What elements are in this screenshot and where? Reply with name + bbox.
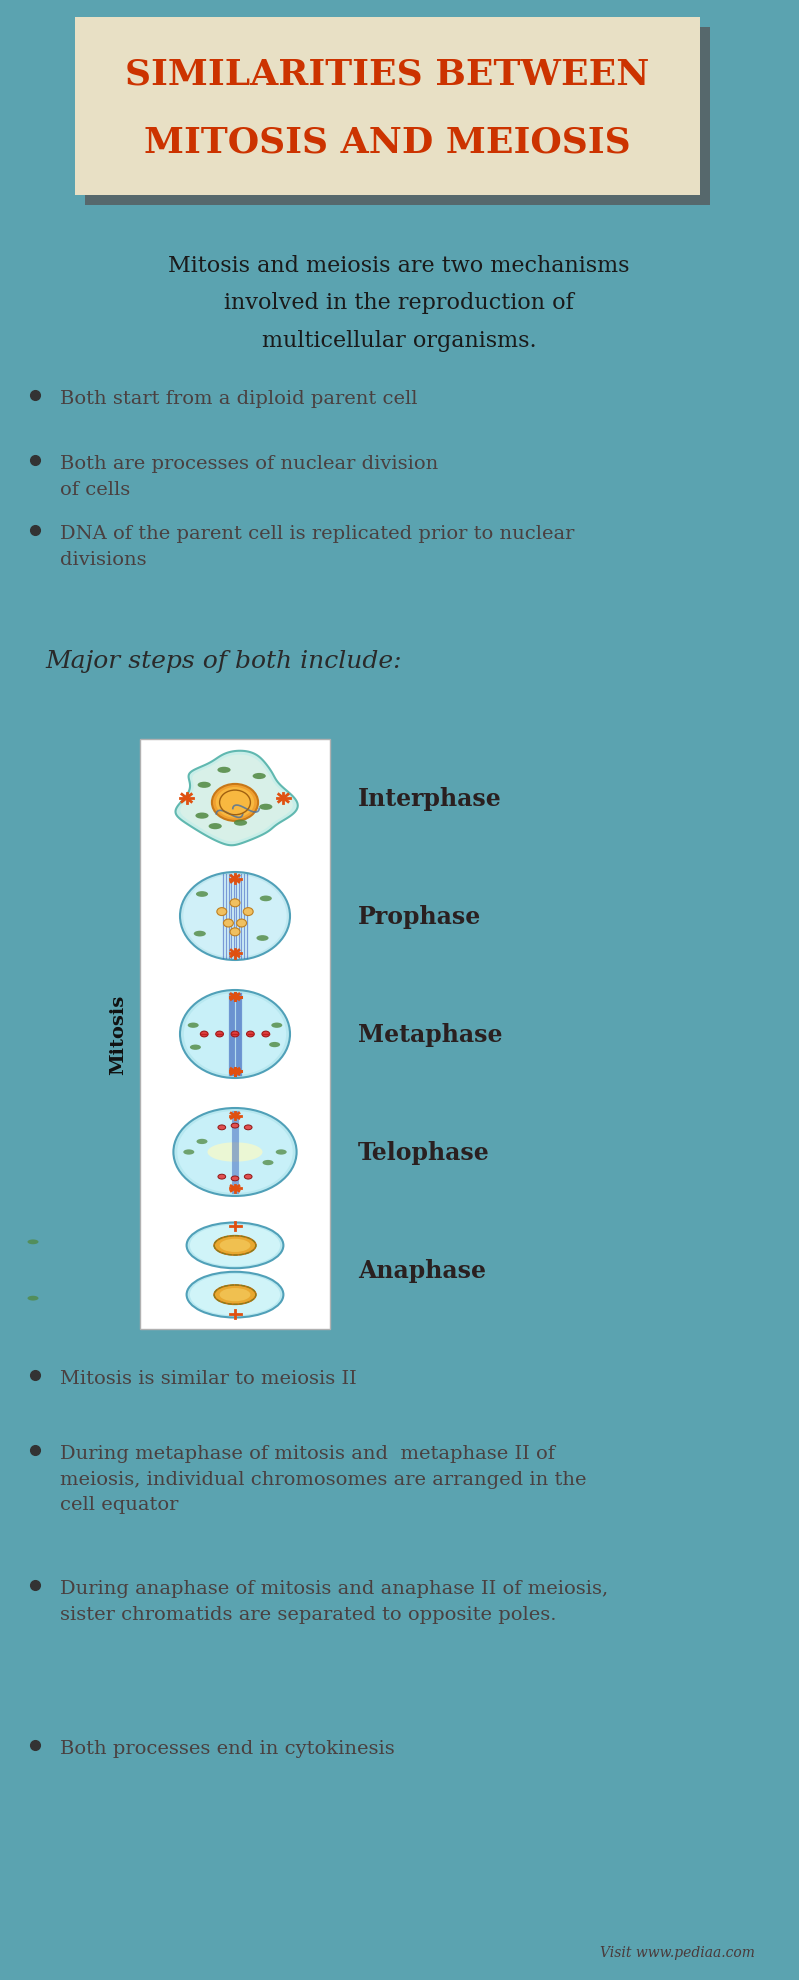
Ellipse shape — [212, 784, 258, 822]
Text: Major steps of both include:: Major steps of both include: — [45, 649, 402, 673]
Ellipse shape — [243, 909, 253, 917]
Text: Visit www.pediaa.com: Visit www.pediaa.com — [600, 1944, 755, 1958]
Ellipse shape — [196, 814, 209, 820]
Text: Telophase: Telophase — [358, 1140, 490, 1164]
Ellipse shape — [256, 937, 268, 940]
Ellipse shape — [180, 990, 290, 1079]
FancyBboxPatch shape — [85, 28, 710, 206]
Ellipse shape — [231, 1123, 239, 1129]
Text: SIMILARITIES BETWEEN: SIMILARITIES BETWEEN — [125, 57, 650, 91]
Ellipse shape — [269, 1041, 280, 1047]
Ellipse shape — [27, 1297, 38, 1301]
Ellipse shape — [252, 774, 266, 780]
Text: Interphase: Interphase — [358, 786, 502, 810]
Text: During anaphase of mitosis and anaphase II of meiosis,
sister chromatids are sep: During anaphase of mitosis and anaphase … — [60, 1580, 608, 1624]
Ellipse shape — [234, 820, 247, 826]
Ellipse shape — [262, 1032, 269, 1038]
Ellipse shape — [187, 1271, 284, 1319]
Ellipse shape — [190, 1226, 280, 1267]
Ellipse shape — [220, 1289, 250, 1301]
Ellipse shape — [184, 994, 286, 1075]
Ellipse shape — [180, 873, 290, 960]
Ellipse shape — [216, 1032, 224, 1038]
Ellipse shape — [263, 1160, 273, 1166]
Ellipse shape — [217, 768, 231, 774]
Text: Mitosis: Mitosis — [109, 994, 127, 1075]
Ellipse shape — [276, 1150, 287, 1154]
FancyBboxPatch shape — [140, 741, 330, 1329]
Ellipse shape — [244, 1174, 252, 1180]
Ellipse shape — [224, 919, 233, 927]
Ellipse shape — [201, 1032, 208, 1038]
Ellipse shape — [272, 1024, 282, 1028]
Ellipse shape — [214, 1285, 256, 1305]
Text: Anaphase: Anaphase — [358, 1259, 486, 1283]
FancyBboxPatch shape — [75, 18, 700, 196]
Ellipse shape — [209, 824, 222, 830]
Text: Both are processes of nuclear division
of cells: Both are processes of nuclear division o… — [60, 455, 438, 499]
Ellipse shape — [177, 1111, 292, 1194]
Text: Prophase: Prophase — [358, 905, 481, 929]
Ellipse shape — [244, 1125, 252, 1131]
Text: Mitosis and meiosis are two mechanisms
involved in the reproduction of
multicell: Mitosis and meiosis are two mechanisms i… — [169, 255, 630, 350]
Ellipse shape — [230, 929, 240, 937]
Text: MITOSIS AND MEIOSIS: MITOSIS AND MEIOSIS — [144, 125, 631, 160]
Ellipse shape — [183, 875, 287, 958]
Text: DNA of the parent cell is replicated prior to nuclear
divisions: DNA of the parent cell is replicated pri… — [60, 525, 574, 568]
Ellipse shape — [196, 891, 208, 897]
Text: Both start from a diploid parent cell: Both start from a diploid parent cell — [60, 390, 418, 408]
Ellipse shape — [247, 1032, 254, 1038]
Ellipse shape — [188, 1024, 199, 1028]
Polygon shape — [181, 754, 292, 842]
Ellipse shape — [173, 1109, 296, 1196]
Text: Mitosis is similar to meiosis II: Mitosis is similar to meiosis II — [60, 1370, 356, 1388]
Ellipse shape — [190, 1045, 201, 1049]
Text: During metaphase of mitosis and  metaphase II of
meiosis, individual chromosomes: During metaphase of mitosis and metaphas… — [60, 1443, 586, 1513]
Ellipse shape — [237, 919, 247, 927]
Ellipse shape — [187, 1224, 284, 1269]
Ellipse shape — [208, 1142, 263, 1162]
Polygon shape — [176, 750, 298, 845]
Text: Metaphase: Metaphase — [358, 1022, 503, 1047]
Ellipse shape — [230, 899, 240, 907]
Ellipse shape — [220, 1239, 250, 1251]
Ellipse shape — [190, 1275, 280, 1315]
Ellipse shape — [231, 1032, 239, 1038]
Text: Both processes end in cytokinesis: Both processes end in cytokinesis — [60, 1738, 395, 1756]
Ellipse shape — [260, 897, 272, 901]
Ellipse shape — [197, 1138, 208, 1144]
Ellipse shape — [231, 1176, 239, 1182]
Ellipse shape — [183, 1150, 194, 1154]
Ellipse shape — [193, 931, 206, 937]
Ellipse shape — [259, 804, 272, 810]
Ellipse shape — [197, 782, 211, 788]
Ellipse shape — [218, 1174, 225, 1180]
Ellipse shape — [216, 788, 254, 818]
Ellipse shape — [217, 909, 227, 917]
Ellipse shape — [27, 1239, 38, 1245]
Ellipse shape — [218, 1125, 225, 1131]
Ellipse shape — [214, 1236, 256, 1255]
